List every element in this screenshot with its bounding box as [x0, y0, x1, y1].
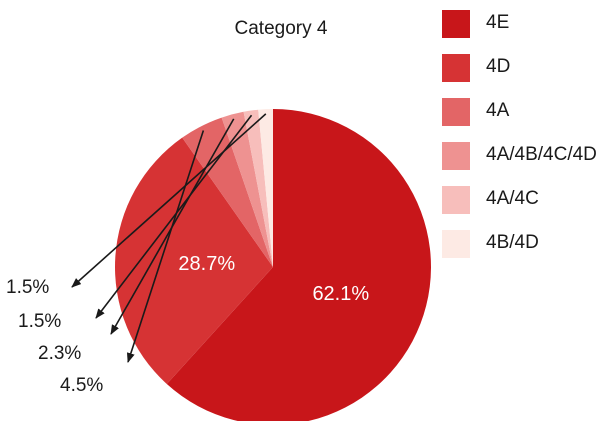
- data-label-4d: 28.7%: [178, 253, 235, 275]
- legend-label-4e: 4E: [486, 12, 510, 33]
- legend-swatch-4a: [442, 98, 470, 126]
- chart-title: Category 4: [234, 18, 328, 39]
- legend-label-4a: 4A: [486, 100, 510, 121]
- legend-item-4d: 4D: [442, 52, 612, 96]
- arrow-4a: [126, 130, 205, 363]
- pie-outer-labels: 4.5% 2.3% 1.5% 1.5%: [6, 113, 267, 396]
- legend-swatch-4e: [442, 10, 470, 38]
- arrow-4b-4d: [71, 113, 267, 288]
- data-label-4b-4d: 1.5%: [6, 277, 49, 298]
- legend-label-4b-4d: 4B/4D: [486, 232, 539, 253]
- legend-item-4e: 4E: [442, 8, 612, 52]
- legend-item-4a: 4A: [442, 96, 612, 140]
- data-label-4e: 62.1%: [312, 283, 369, 305]
- legend-label-4d: 4D: [486, 56, 511, 77]
- pie-slices: [114, 109, 431, 421]
- pie-slice-4e: [166, 109, 431, 421]
- legend: 4E 4D 4A 4A/4B/4C/4D 4A/4C 4B/4D: [442, 8, 612, 272]
- legend-item-4a-4c: 4A/4C: [442, 184, 612, 228]
- pie-slice-4a-4b-4c-4d: [221, 111, 273, 267]
- pie-inner-labels: 62.1% 28.7%: [178, 253, 369, 305]
- legend-swatch-4a-4c: [442, 186, 470, 214]
- data-label-4a-4b-4c-4d: 2.3%: [38, 343, 81, 364]
- legend-item-4b-4d: 4B/4D: [442, 228, 612, 272]
- pie-slice-4a-4c: [243, 109, 273, 268]
- legend-label-4a-4c: 4A/4C: [486, 188, 539, 209]
- legend-swatch-4b-4d: [442, 230, 470, 258]
- pie-slice-4d: [114, 137, 273, 384]
- legend-item-4a-4b-4c-4d: 4A/4B/4C/4D: [442, 140, 612, 184]
- data-label-4a: 4.5%: [60, 375, 103, 396]
- arrow-4a-4b-4c-4d: [110, 118, 235, 335]
- data-label-4a-4c: 1.5%: [18, 311, 61, 332]
- legend-label-4a-4b-4c-4d: 4A/4B/4C/4D: [486, 144, 597, 165]
- legend-swatch-4d: [442, 54, 470, 82]
- legend-swatch-4a-4b-4c-4d: [442, 142, 470, 170]
- pie-slice-4b-4d: [258, 109, 273, 267]
- pie-slice-4a: [182, 117, 273, 267]
